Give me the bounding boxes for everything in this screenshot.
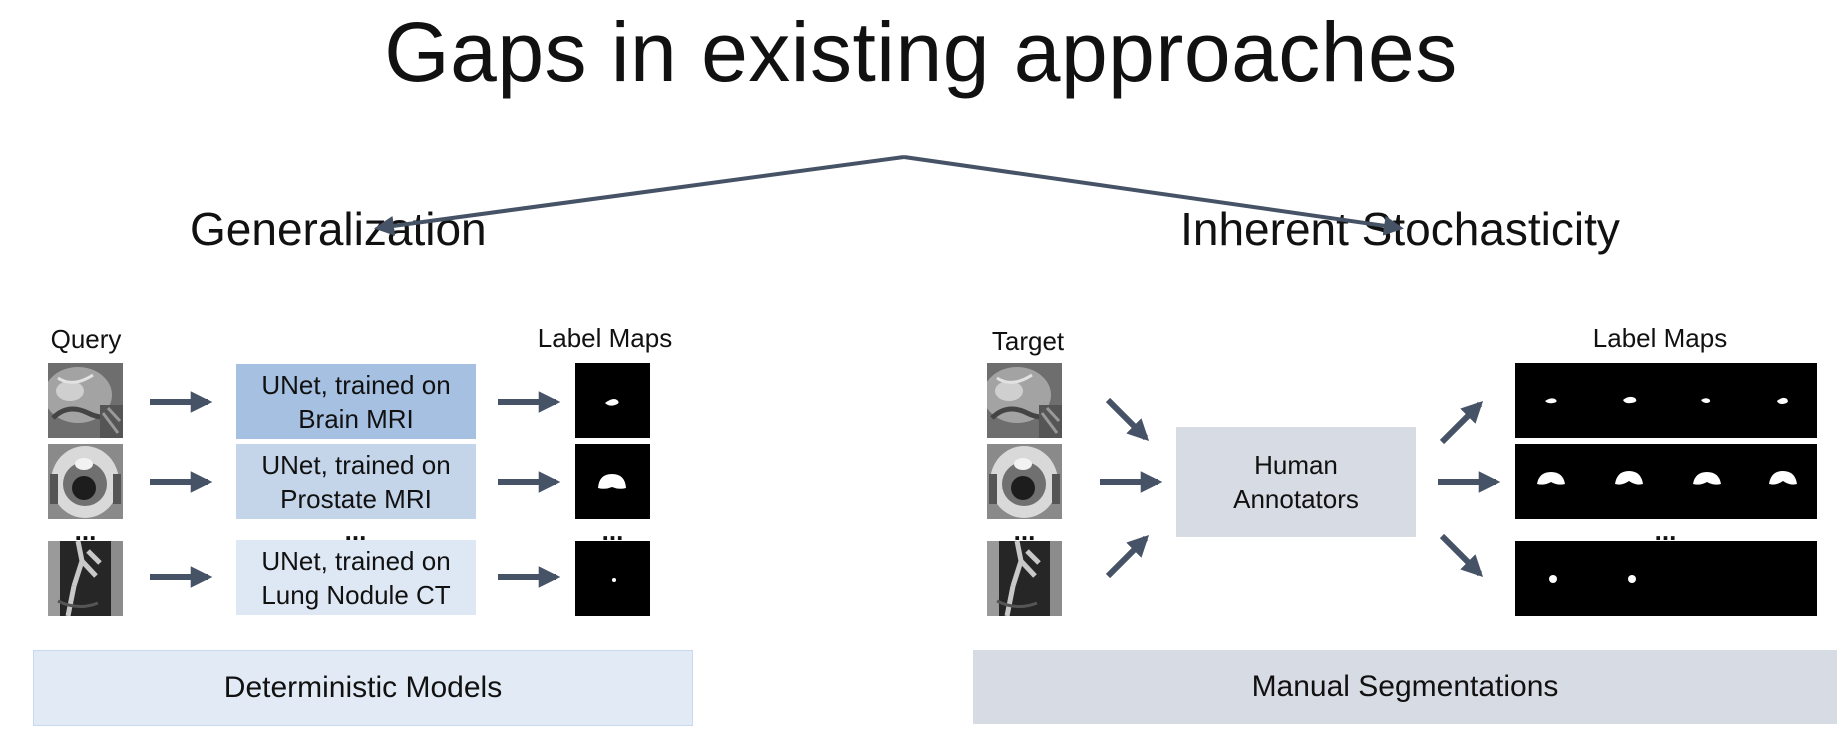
footer-manual-segmentations: Manual Segmentations [973, 650, 1837, 724]
model-box-brain: UNet, trained on Brain MRI [236, 364, 476, 439]
model-box-prostate-text: UNet, trained on Prostate MRI [261, 449, 451, 514]
target-label: Target [991, 326, 1065, 356]
label-map-lung [575, 541, 650, 616]
label-maps-label-left: Label Maps [537, 323, 673, 353]
ellipsis-query: ... [74, 516, 97, 546]
arrow-target-annotators-1 [1105, 397, 1150, 442]
ellipsis-target: ... [1013, 516, 1036, 546]
slide-title: Gaps in existing approaches [384, 5, 1458, 99]
model-box-brain-text: UNet, trained on Brain MRI [261, 369, 451, 434]
ellipsis-label-maps-left: ... [601, 516, 624, 546]
prostate-mri-thumbnail [48, 444, 123, 519]
arrow-annotators-map-1 [1439, 400, 1484, 445]
lung-ct-thumbnail [987, 541, 1062, 616]
model-box-lung-text: UNet, trained on Lung Nodule CT [261, 545, 451, 610]
brain-mri-thumbnail [48, 363, 123, 438]
brain-mri-thumbnail [987, 363, 1062, 438]
footer-deterministic-models: Deterministic Models [33, 650, 693, 726]
label-map-brain [575, 363, 650, 438]
arrow-annotators-map-3 [1439, 533, 1484, 578]
ellipsis-label-maps-right: ... [1654, 516, 1677, 546]
footer-deterministic-models-text: Deterministic Models [223, 671, 503, 704]
label-maps-prostate-row [1515, 444, 1817, 519]
label-map-prostate [575, 444, 650, 519]
arrow-target-annotators-3 [1105, 534, 1150, 579]
lung-ct-thumbnail [48, 541, 123, 616]
branch-arrow-right [903, 155, 1404, 236]
human-annotators-box: Human Annotators [1176, 427, 1416, 537]
model-box-lung: UNet, trained on Lung Nodule CT [236, 540, 476, 615]
heading-generalization: Generalization [190, 203, 487, 255]
label-maps-brain-row [1515, 363, 1817, 438]
footer-manual-segmentations-text: Manual Segmentations [1251, 670, 1559, 703]
label-maps-label-right: Label Maps [1592, 323, 1728, 353]
model-box-prostate: UNet, trained on Prostate MRI [236, 444, 476, 519]
prostate-mri-thumbnail [987, 444, 1062, 519]
query-label: Query [50, 324, 122, 354]
ellipsis-models: ... [344, 516, 367, 546]
branch-arrow-left [374, 155, 905, 236]
label-maps-lung-row [1515, 541, 1817, 616]
human-annotators-text: Human Annotators [1233, 450, 1359, 514]
